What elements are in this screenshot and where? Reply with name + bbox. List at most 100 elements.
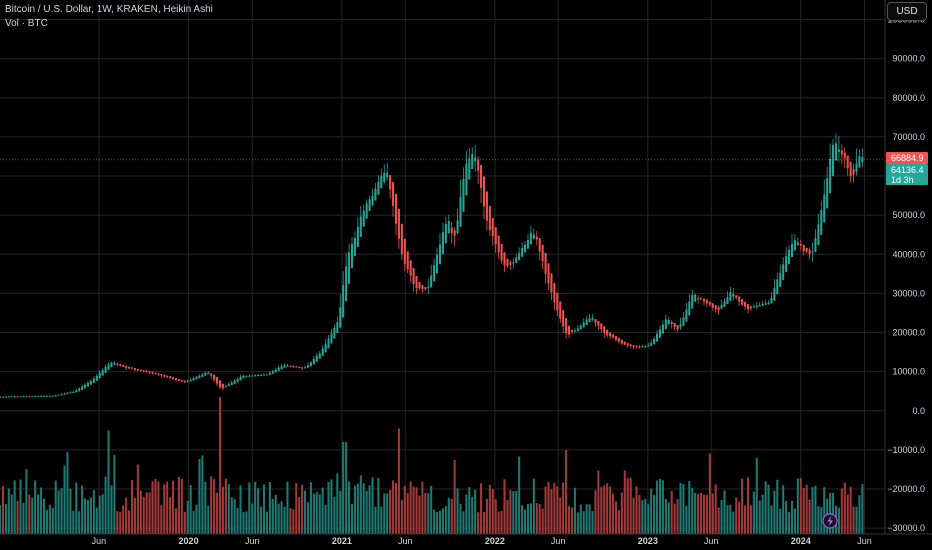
price-tick-label: 40000.0: [892, 249, 925, 259]
candle-body: [280, 366, 283, 370]
candle-body: [562, 310, 565, 327]
time-tick-label: 2020: [179, 536, 199, 546]
candle-body: [650, 342, 653, 346]
volume-bar: [509, 489, 512, 534]
candle-body: [327, 338, 330, 349]
candle-body: [163, 374, 166, 377]
candle-body: [837, 149, 840, 152]
candle-body: [436, 254, 439, 274]
candle-body: [767, 302, 770, 305]
volume-bar: [268, 482, 271, 534]
candle-body: [289, 365, 292, 367]
candle-body: [430, 275, 433, 288]
candle-body: [7, 396, 10, 398]
volume-bar: [588, 504, 591, 534]
volume-bar: [280, 501, 283, 534]
candle-body: [711, 303, 714, 308]
volume-bar: [720, 499, 723, 534]
candle-body: [717, 307, 720, 310]
candle-body: [245, 376, 248, 378]
currency-button[interactable]: USD: [887, 2, 927, 21]
volume-bar: [0, 505, 2, 534]
candle-body: [283, 365, 286, 368]
candle-body: [60, 394, 63, 396]
volume-bar: [770, 505, 773, 534]
candle-body: [415, 275, 418, 288]
volume-bar: [371, 477, 374, 534]
volume-bar: [177, 476, 180, 534]
volume-bars: [0, 397, 864, 534]
volume-bar: [664, 498, 667, 534]
candle-body: [512, 262, 515, 264]
time-axis[interactable]: Jun 2020 Jun 2021 Jun 2022 Jun 2023 Jun 2024 Jun: [92, 536, 872, 546]
candle-body: [744, 301, 747, 307]
volume-bar: [802, 488, 805, 534]
candle-body: [377, 181, 380, 195]
price-tick-label: 50000.0: [892, 210, 925, 220]
time-tick-label: Jun: [857, 536, 872, 546]
candle-body: [242, 376, 245, 379]
lightning-icon[interactable]: [822, 513, 838, 529]
volume-bar: [72, 510, 75, 534]
candle-body: [840, 150, 843, 155]
candle-body: [746, 304, 750, 310]
candle-body: [424, 287, 427, 290]
volume-bar: [573, 487, 576, 534]
candle-body: [122, 364, 125, 367]
candle-body: [301, 367, 304, 369]
candle-body: [42, 395, 46, 397]
candle-body: [221, 383, 224, 389]
candle-body: [1, 396, 4, 398]
price-axis[interactable]: 100000.090000.080000.070000.060000.05000…: [887, 15, 925, 534]
volume-bar: [764, 481, 767, 534]
volume-bar: [421, 481, 424, 534]
candle-body: [450, 227, 453, 234]
volume-bar: [553, 482, 556, 534]
volume-bar: [333, 496, 336, 534]
candle-body: [494, 227, 497, 245]
volume-bar: [37, 494, 40, 534]
candle-body: [570, 330, 574, 332]
candle-body: [526, 239, 530, 249]
candle-body: [230, 382, 233, 386]
volume-bar: [861, 484, 864, 534]
volume-bar: [136, 464, 139, 534]
chart-grid: [0, 0, 885, 534]
candle-body: [169, 376, 172, 379]
volume-bar: [157, 481, 160, 534]
candle-body: [500, 244, 503, 261]
price-tick-label: 0.0: [912, 406, 925, 416]
volume-bar: [521, 505, 524, 534]
volume-bar: [154, 478, 157, 534]
candle-body: [541, 244, 544, 262]
price-tick-label: 80000.0: [892, 93, 925, 103]
candle-body: [614, 335, 618, 340]
volume-bar: [752, 491, 755, 534]
candle-body: [160, 374, 163, 376]
candle-body: [371, 195, 374, 206]
candle-body: [330, 333, 333, 344]
volume-bar: [676, 499, 679, 534]
candle-body: [444, 223, 447, 244]
volume-bar: [245, 511, 248, 534]
volume-bar: [433, 509, 436, 534]
volume-bar: [644, 498, 647, 534]
volume-bar: [603, 485, 606, 534]
candle-body: [702, 298, 706, 302]
volume-bar: [315, 492, 318, 534]
candle-body: [63, 393, 66, 395]
candle-body: [814, 238, 817, 252]
volume-bar: [790, 500, 794, 534]
volume-bar: [221, 486, 224, 534]
volume-bar: [436, 512, 439, 534]
candle-body: [790, 243, 794, 257]
candle-body: [726, 297, 729, 305]
candle-body: [37, 395, 40, 397]
volume-bar: [89, 497, 92, 534]
volume-bar: [700, 492, 703, 534]
candle-body: [544, 252, 547, 274]
volume-bar: [673, 503, 676, 534]
price-tick-label: −30000.0: [887, 523, 925, 533]
volume-bar: [456, 488, 459, 534]
